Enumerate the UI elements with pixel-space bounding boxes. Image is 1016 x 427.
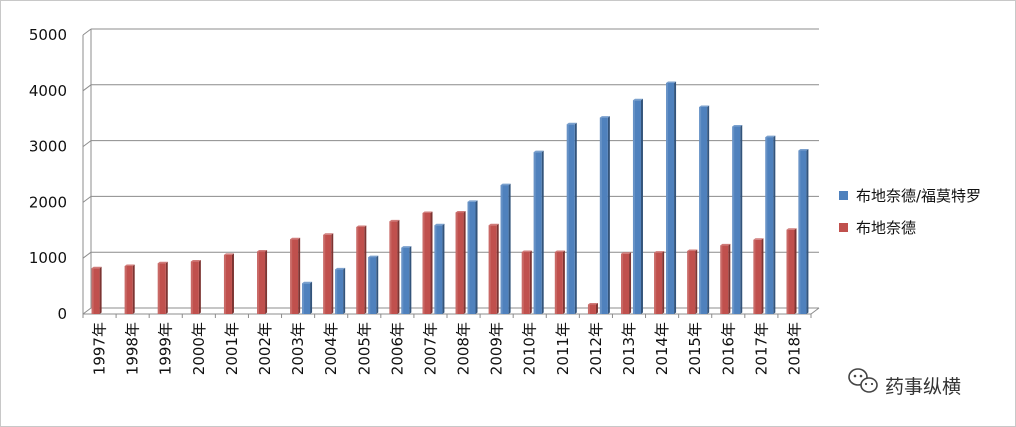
x-tick-label: 2007年	[421, 322, 439, 375]
x-tick-label: 1998年	[124, 322, 142, 375]
bar	[190, 260, 201, 314]
bar	[223, 253, 234, 314]
bar	[434, 223, 445, 314]
x-tick-label: 2013年	[620, 322, 638, 375]
bar	[621, 252, 632, 314]
bar	[124, 264, 135, 314]
x-tick-label: 2017年	[752, 322, 770, 375]
bar	[732, 125, 743, 315]
bar	[687, 249, 698, 314]
bar	[356, 225, 367, 314]
bar	[157, 261, 168, 314]
x-tick-label: 2000年	[190, 322, 208, 375]
gridline-depth	[82, 28, 92, 36]
x-tick-label: 2012年	[587, 322, 605, 375]
bar	[566, 122, 577, 314]
x-axis-ticks: 1997年 1998年 1999年 2000年 2001年 2002年 2003年 2004年…	[82, 314, 812, 375]
y-axis-ticks: 0 1000 2000 3000 4000 5000	[29, 26, 67, 323]
gridline-depth	[82, 195, 92, 203]
x-tick-label: 2014年	[653, 322, 671, 375]
legend-swatch	[839, 191, 848, 200]
bar	[699, 105, 710, 315]
bar	[290, 237, 301, 314]
bar	[500, 183, 511, 314]
y-tick-label: 1000	[29, 249, 67, 267]
bar	[533, 150, 544, 314]
bar	[422, 211, 433, 314]
bar	[521, 250, 532, 314]
bar	[587, 303, 598, 314]
bar	[632, 98, 643, 314]
x-tick-label: 2005年	[355, 322, 373, 375]
bar	[599, 116, 610, 314]
watermark-text: 药事纵横	[885, 376, 961, 398]
bar	[389, 219, 400, 314]
bar	[798, 149, 809, 314]
bar	[257, 250, 268, 314]
bar	[91, 266, 102, 314]
bar	[488, 223, 499, 314]
bar	[467, 200, 478, 314]
x-tick-label: 2010年	[521, 322, 539, 375]
legend-item: 布地奈德	[839, 219, 916, 237]
bar	[368, 255, 379, 314]
bar	[654, 251, 665, 314]
x-tick-label: 2002年	[256, 322, 274, 375]
bar	[720, 243, 731, 314]
wechat-icon	[848, 368, 878, 393]
y-tick-label: 2000	[29, 193, 67, 211]
x-tick-label: 2011年	[554, 322, 572, 375]
gridline-depth	[82, 251, 92, 259]
x-tick-label: 2015年	[686, 322, 704, 375]
legend-label: 布地奈德/福莫特罗	[856, 187, 981, 205]
x-tick-label: 2008年	[455, 322, 473, 375]
x-tick-label: 1999年	[157, 322, 175, 375]
watermark: 药事纵横	[848, 368, 961, 398]
bar	[335, 267, 346, 314]
x-tick-label: 2006年	[388, 322, 406, 375]
bar	[401, 246, 412, 314]
x-tick-label: 2004年	[322, 322, 340, 375]
bar	[666, 81, 677, 314]
x-tick-label: 2018年	[785, 322, 803, 375]
bar	[302, 281, 313, 314]
legend-item: 布地奈德/福莫特罗	[839, 187, 981, 205]
x-tick-label: 2003年	[289, 322, 307, 375]
x-axis-depth	[810, 307, 820, 315]
bar	[765, 135, 776, 314]
gridline-depth	[82, 84, 92, 92]
gridline-depth	[82, 140, 92, 148]
legend-swatch	[839, 223, 848, 232]
gridline-depth	[82, 307, 92, 315]
bar	[554, 250, 565, 314]
bar	[786, 228, 797, 314]
y-tick-label: 5000	[29, 26, 67, 44]
y-tick-label: 0	[57, 305, 67, 323]
bar-layer	[91, 81, 809, 315]
bar	[455, 210, 466, 314]
x-tick-label: 2009年	[488, 322, 506, 375]
x-tick-label: 1997年	[91, 322, 109, 375]
legend-label: 布地奈德	[856, 219, 916, 237]
y-tick-label: 4000	[29, 82, 67, 100]
grid-layer	[82, 28, 819, 315]
y-tick-label: 3000	[29, 138, 67, 156]
bar	[753, 238, 764, 314]
x-tick-label: 2016年	[719, 322, 737, 375]
bar	[323, 233, 334, 314]
x-tick-label: 2001年	[223, 322, 241, 375]
